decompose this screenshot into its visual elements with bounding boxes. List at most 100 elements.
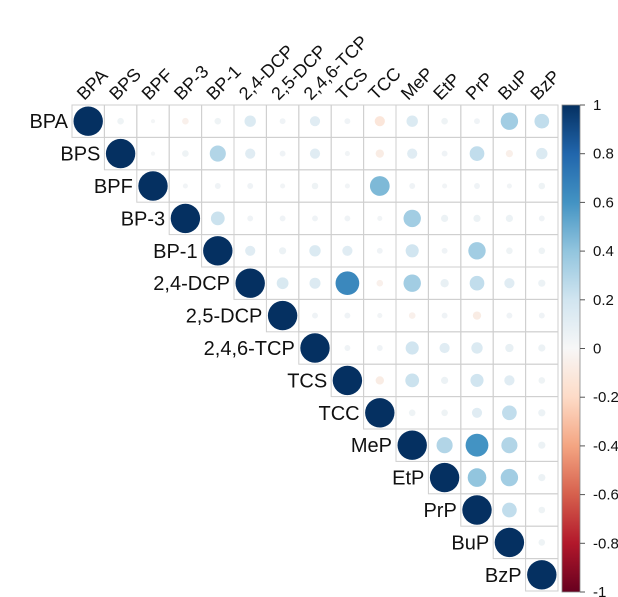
corr-circle-2,4-DCP-2,4,6-TCP	[309, 277, 321, 289]
colorbar-tick-label: -0.8	[593, 535, 618, 552]
corr-circle-BPS-BP-3	[182, 150, 189, 157]
corr-circle-BP-1-PrP	[468, 242, 486, 260]
col-label-BPA: BPA	[73, 65, 112, 104]
corr-circle-TCS-EtP	[441, 376, 449, 384]
colorbar-gradient	[561, 104, 581, 593]
colorbar-tick-label: 0	[593, 341, 601, 358]
col-label-BPS: BPS	[105, 64, 145, 104]
corr-circle-BPF-MeP	[409, 183, 416, 189]
corr-circle-BP-1-2,5-DCP	[279, 247, 287, 255]
row-label-PrP: PrP	[423, 500, 456, 522]
colorbar-tick-label: 0.8	[593, 146, 614, 163]
corr-circle-BPS-2,4,6-TCP	[309, 148, 321, 159]
colorbar: 1 0.8 0.6 0.4 0.2 0 -0.2 -0.4 -0.6 -0.8 -1	[561, 97, 618, 597]
corr-circle-2,4-DCP-EtP	[440, 279, 449, 288]
corr-circle-BP-3-EtP	[441, 214, 449, 222]
corr-circle-2,5-DCP-BzP	[538, 312, 545, 319]
corr-circle-TCC-EtP	[441, 409, 448, 417]
corr-circle-BP-3-TCC	[377, 215, 383, 221]
corr-circle-BPF-TCS	[344, 183, 350, 189]
corr-circle-PrP-BuP	[502, 502, 517, 518]
corr-circle-BP-1-EtP	[441, 247, 448, 254]
corr-circle-BPA-MeP	[406, 115, 418, 127]
corr-circle-EtP-BzP	[538, 474, 546, 482]
corr-circle-BPA-2,4,6-TCP	[309, 116, 321, 127]
corr-circle-BP-3-MeP	[403, 209, 421, 228]
corr-circle-BP-1-2,4-DCP	[245, 245, 256, 256]
corr-circle-BPA-BP-1	[214, 117, 222, 125]
corr-circle-BPF-TCC	[369, 176, 390, 196]
corr-circle-2,5-DCP-MeP	[408, 312, 416, 319]
corr-circle-2,4,6-TCP-EtP	[439, 342, 450, 354]
corr-circle-TCC-PrP	[471, 407, 483, 418]
corr-circle-2,4-DCP-PrP	[469, 275, 485, 291]
corr-circle-BPA-BPF	[150, 119, 156, 124]
col-label-TCC: TCC	[364, 64, 404, 104]
corr-circle-2,4,6-TCP-BuP	[505, 343, 514, 353]
corr-circle-2,4-DCP-TCS	[335, 271, 360, 296]
corr-circle-BP-1-BzP	[538, 247, 546, 255]
colorbar-tick-label: -0.4	[593, 438, 618, 455]
row-labels: BPA BPS BPF BP-3 BP-1 2,4-DCP 2,5-DCP 2,4,6-TCP…	[29, 111, 521, 587]
corr-circle-EtP-BuP	[500, 468, 519, 487]
colorbar-tick-label: 0.2	[593, 292, 614, 309]
corr-circle-TCC-MeP	[408, 409, 416, 417]
corr-circle-2,4-DCP-TCC	[376, 279, 384, 287]
col-label-BzP: BzP	[526, 66, 563, 103]
corr-circle-PrP-BzP	[538, 506, 546, 514]
corr-circle-2,4,6-TCP-MeP	[405, 341, 419, 355]
corr-circle-BPS-MeP	[407, 148, 418, 159]
col-label-BuP: BuP	[494, 66, 532, 104]
col-label-BP-3: BP-3	[170, 61, 212, 103]
corr-circle-BPS-TCS	[344, 151, 350, 157]
corr-circle-BPS-PrP	[469, 146, 485, 161]
corr-circle-BPS-BzP	[536, 147, 548, 160]
corr-circle-BPS-2,4-DCP	[245, 148, 256, 159]
corr-circle-2,5-DCP-2,4,6-TCP	[312, 312, 318, 319]
grid-cells	[71, 104, 559, 592]
corr-circle-BP-1-BuP	[506, 247, 513, 255]
corr-circle-2,5-DCP-2,5-DCP	[267, 300, 298, 331]
corr-circle-TCS-BzP	[538, 377, 546, 384]
corr-circle-TCC-BuP	[502, 405, 517, 421]
corr-circle-BPA-BzP	[534, 113, 550, 129]
corr-circle-TCC-TCC	[365, 398, 395, 428]
corr-circle-BPA-TCS	[344, 118, 351, 125]
colorbar-tick-label: 0.4	[593, 243, 614, 260]
corr-circle-BPF-EtP	[442, 183, 448, 189]
col-label-BP-1: BP-1	[202, 61, 244, 103]
row-label-BP-1: BP-1	[153, 241, 197, 263]
corr-circle-BPF-2,4,6-TCP	[311, 182, 319, 190]
corr-circle-BP-1-BP-1	[203, 236, 233, 266]
corr-circle-BP-3-BzP	[538, 215, 545, 222]
corr-circle-BP-3-2,4,6-TCP	[312, 215, 318, 222]
corr-circle-BP-3-BP-1	[210, 211, 225, 226]
corr-circle-BP-1-2,4,6-TCP	[309, 245, 321, 257]
colorbar-ticks: 1 0.8 0.6 0.4 0.2 0 -0.2 -0.4 -0.6 -0.8 -1	[580, 97, 618, 597]
row-label-EtP: EtP	[392, 468, 424, 490]
corr-circle-2,4,6-TCP-TCC	[376, 345, 383, 351]
corr-circle-BPA-BPS	[117, 117, 124, 125]
corr-circle-BPA-PrP	[474, 118, 480, 125]
corr-circle-BPA-BuP	[500, 112, 519, 130]
corr-circle-BPS-EtP	[441, 150, 448, 157]
col-label-MeP: MeP	[397, 64, 437, 104]
row-label-2,5-DCP: 2,5-DCP	[186, 306, 263, 328]
corr-circle-BPF-2,4-DCP	[247, 183, 254, 189]
corr-circle-EtP-EtP	[429, 462, 460, 493]
row-label-2,4-DCP: 2,4-DCP	[153, 273, 230, 295]
corr-circle-TCS-MeP	[405, 373, 420, 388]
row-label-BPS: BPS	[60, 144, 100, 166]
corr-circle-2,4-DCP-BzP	[538, 279, 546, 287]
corr-circle-BPF-2,5-DCP	[280, 183, 286, 189]
corr-circle-2,4,6-TCP-BzP	[538, 344, 546, 352]
corr-circle-BPS-BP-1	[209, 145, 226, 162]
col-label-PrP: PrP	[462, 68, 497, 103]
corr-circle-BuP-BuP	[494, 527, 525, 558]
corr-circle-MeP-EtP	[436, 437, 453, 454]
corr-circle-2,4,6-TCP-2,4,6-TCP	[300, 333, 330, 363]
corr-circle-BP-3-2,4-DCP	[247, 215, 254, 222]
corr-circle-BPA-TCC	[374, 116, 385, 127]
corr-circle-BP-1-TCC	[376, 247, 383, 254]
